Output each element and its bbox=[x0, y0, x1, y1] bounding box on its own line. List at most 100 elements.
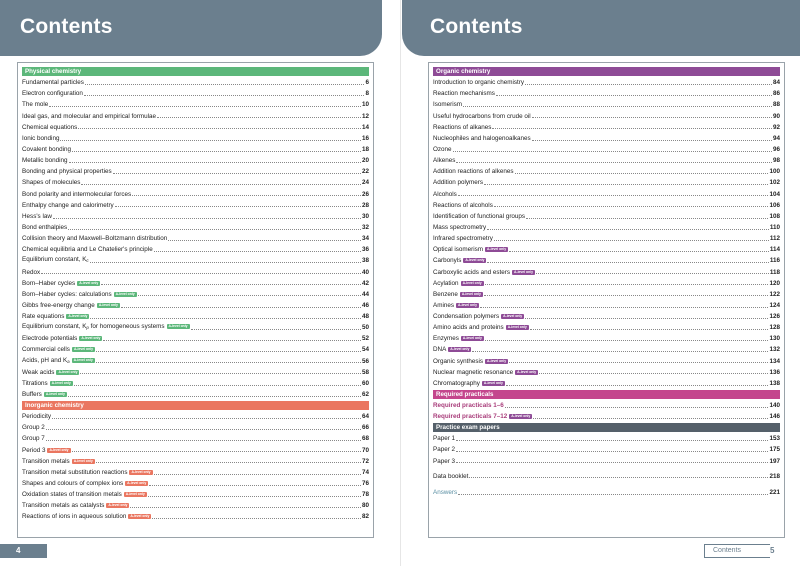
toc-entry[interactable]: Identification of functional groups 108 bbox=[433, 211, 780, 222]
toc-entry-page-number: 116 bbox=[769, 257, 780, 265]
toc-entry-page-number: 70 bbox=[361, 446, 369, 454]
toc-entry[interactable]: Transition metals A-level only 72 bbox=[22, 456, 369, 467]
toc-entry[interactable]: Required practicals 1–6 140 bbox=[433, 400, 780, 411]
toc-entry[interactable]: Electron configuration 8 bbox=[22, 88, 369, 99]
toc-entry[interactable]: Bond polarity and intermolecular forces 2… bbox=[22, 188, 369, 199]
toc-entry[interactable]: Chemical equilibria and Le Chatelier's p… bbox=[22, 244, 369, 255]
toc-entry[interactable]: Ozone 96 bbox=[433, 144, 780, 155]
toc-entry[interactable]: Redox 40 bbox=[22, 266, 369, 277]
toc-entry[interactable]: Rate equations A-level only 48 bbox=[22, 311, 369, 322]
toc-entry[interactable]: Condensation polymers A-level only 126 bbox=[433, 311, 780, 322]
toc-entry[interactable]: Commercial cells A-level only 54 bbox=[22, 344, 369, 355]
toc-entry[interactable]: Ideal gas, and molecular and empirical f… bbox=[22, 110, 369, 121]
dot-leader bbox=[493, 206, 769, 208]
toc-entry[interactable]: Hess's law 30 bbox=[22, 211, 369, 222]
toc-entry[interactable]: DNA A-level only 132 bbox=[433, 344, 780, 355]
toc-entry[interactable]: Reaction mechanisms 86 bbox=[433, 88, 780, 99]
toc-entry[interactable]: Fundamental particles 6 bbox=[22, 77, 369, 88]
dot-leader bbox=[101, 284, 361, 286]
toc-entry-title-text: Nucleophiles and halogenoalkanes bbox=[433, 134, 531, 142]
toc-entry[interactable]: Paper 2 175 bbox=[433, 444, 780, 455]
toc-entry[interactable]: Benzene A-level only 122 bbox=[433, 289, 780, 300]
toc-entry[interactable]: Gibbs free-energy change A-level only 46 bbox=[22, 300, 369, 311]
toc-entry[interactable]: Titrations A-level only 60 bbox=[22, 378, 369, 389]
toc-entry-title: Redox bbox=[22, 269, 40, 276]
toc-entry[interactable]: Equilibrium constant, Kc 38 bbox=[22, 255, 369, 266]
toc-entry[interactable]: Amino acids and proteins A-level only 128 bbox=[433, 322, 780, 333]
section-header: Physical chemistry bbox=[22, 66, 369, 77]
toc-entry[interactable]: Infrared spectrometry 112 bbox=[433, 233, 780, 244]
toc-entry-page-number: 50 bbox=[361, 324, 369, 332]
toc-entry[interactable]: Mass spectrometry 110 bbox=[433, 222, 780, 233]
toc-entry[interactable]: The mole 10 bbox=[22, 99, 369, 110]
toc-entry[interactable]: Reactions of ions in aqueous solution A-l… bbox=[22, 511, 369, 522]
toc-entry[interactable]: Introduction to organic chemistry 84 bbox=[433, 77, 780, 88]
toc-entry[interactable]: Nuclear magnetic resonance A-level only 13… bbox=[433, 367, 780, 378]
toc-entry[interactable]: Covalent bonding 18 bbox=[22, 144, 369, 155]
toc-entry[interactable]: Buffers A-level only 62 bbox=[22, 389, 369, 400]
toc-entry[interactable]: Useful hydrocarbons from crude oil 90 bbox=[433, 110, 780, 121]
toc-entry[interactable]: Equilibrium constant, Kp for homogeneous… bbox=[22, 322, 369, 333]
dot-leader bbox=[52, 417, 361, 419]
toc-entry-page-number: 12 bbox=[361, 112, 369, 120]
toc-entry[interactable]: Carbonyls A-level only 116 bbox=[433, 255, 780, 266]
toc-entry[interactable]: Born–Haber cycles A-level only 42 bbox=[22, 278, 369, 289]
toc-entry[interactable]: Periodicity 64 bbox=[22, 411, 369, 422]
toc-entry-title: Condensation polymers A-level only bbox=[433, 313, 525, 320]
toc-entry[interactable]: Optical isomerism A-level only 114 bbox=[433, 244, 780, 255]
toc-entry[interactable]: Paper 1 153 bbox=[433, 433, 780, 444]
toc-entry-title-text: Carboxylic acids and esters bbox=[433, 268, 510, 276]
toc-entry[interactable]: Amines A-level only 124 bbox=[433, 300, 780, 311]
toc-entry-title-text: Reactions of alkanes bbox=[433, 123, 492, 131]
toc-entry-title-text: Enthalpy change and calorimetry bbox=[22, 201, 114, 209]
toc-entry[interactable]: Group 2 66 bbox=[22, 422, 369, 433]
toc-entry[interactable]: Bonding and physical properties 22 bbox=[22, 166, 369, 177]
toc-entry-title-text: Alkenes bbox=[433, 157, 456, 165]
toc-entry[interactable]: Transition metals as catalysts A-level on… bbox=[22, 500, 369, 511]
toc-entry-page-number: 118 bbox=[769, 268, 780, 276]
toc-entry-page-number: 18 bbox=[361, 145, 369, 153]
toc-entry-title-text: Electrode potentials bbox=[22, 335, 78, 343]
toc-entry-page-number: 6 bbox=[365, 79, 369, 87]
dot-leader bbox=[80, 373, 361, 375]
toc-entry[interactable]: Alcohols 104 bbox=[433, 188, 780, 199]
toc-entry[interactable]: Period 3 A-level only 70 bbox=[22, 444, 369, 455]
toc-entry[interactable]: Collision theory and Maxwell–Boltzmann d… bbox=[22, 233, 369, 244]
toc-entry[interactable]: Carboxylic acids and esters A-level only 1… bbox=[433, 266, 780, 277]
toc-entry[interactable]: Enthalpy change and calorimetry 28 bbox=[22, 200, 369, 211]
toc-entry[interactable]: Transition metal substitution reactions A… bbox=[22, 467, 369, 478]
toc-entry[interactable]: Ionic bonding 16 bbox=[22, 133, 369, 144]
dot-leader bbox=[539, 373, 769, 375]
toc-entry-title-text: Born–Haber cycles bbox=[22, 279, 76, 287]
toc-entry[interactable]: Addition polymers 102 bbox=[433, 177, 780, 188]
toc-entry[interactable]: Metallic bonding 20 bbox=[22, 155, 369, 166]
toc-entry[interactable]: Weak acids A-level only 58 bbox=[22, 367, 369, 378]
toc-entry[interactable]: Born–Haber cycles: calculations A-level o… bbox=[22, 289, 369, 300]
toc-entry[interactable]: Shapes and colours of complex ions A-leve… bbox=[22, 478, 369, 489]
toc-entry[interactable]: Required practicals 7–12 A-level only 146 bbox=[433, 411, 780, 422]
dot-leader bbox=[533, 417, 769, 419]
toc-entry[interactable]: Organic synthesis A-level only 134 bbox=[433, 355, 780, 366]
toc-entry[interactable]: Addition reactions of alkenes 100 bbox=[433, 166, 780, 177]
toc-entry[interactable]: Chemical equations 14 bbox=[22, 122, 369, 133]
toc-entry[interactable]: Acylation A-level only 120 bbox=[433, 278, 780, 289]
toc-entry[interactable]: Electrode potentials A-level only 52 bbox=[22, 333, 369, 344]
toc-entry[interactable]: Nucleophiles and halogenoalkanes 94 bbox=[433, 133, 780, 144]
toc-entry[interactable]: Group 7 68 bbox=[22, 433, 369, 444]
toc-entry[interactable]: Reactions of alkanes 92 bbox=[433, 122, 780, 133]
dot-leader bbox=[525, 317, 769, 319]
toc-entry[interactable]: Isomerism 88 bbox=[433, 99, 780, 110]
toc-entry[interactable]: Answers 221 bbox=[433, 487, 780, 498]
toc-entry[interactable]: Data booklet 218 bbox=[433, 471, 780, 482]
toc-entry[interactable]: Bond enthalpies 32 bbox=[22, 222, 369, 233]
toc-entry-title-text: Amines bbox=[433, 301, 454, 309]
toc-entry[interactable]: Alkenes 98 bbox=[433, 155, 780, 166]
toc-entry[interactable]: Acids, pH and Ka A-level only 56 bbox=[22, 355, 369, 366]
toc-entry[interactable]: Shapes of molecules 24 bbox=[22, 177, 369, 188]
toc-entry[interactable]: Oxidation states of transition metals A-l… bbox=[22, 489, 369, 500]
toc-entry[interactable]: Paper 3 197 bbox=[433, 455, 780, 466]
toc-entry-page-number: 138 bbox=[769, 379, 780, 387]
toc-entry[interactable]: Reactions of alcohols 106 bbox=[433, 200, 780, 211]
toc-entry[interactable]: Enzymes A-level only 130 bbox=[433, 333, 780, 344]
toc-entry[interactable]: Chromatography A-level only 138 bbox=[433, 378, 780, 389]
